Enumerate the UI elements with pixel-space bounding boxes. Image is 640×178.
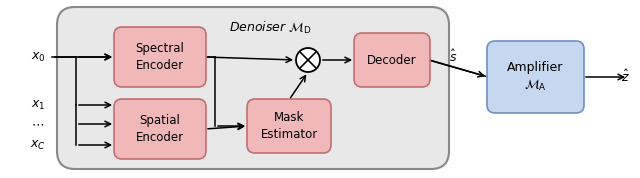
Text: Spectral
Encoder: Spectral Encoder [136,42,184,72]
Circle shape [296,48,320,72]
Text: $x_1$: $x_1$ [31,98,45,112]
Text: $x_C$: $x_C$ [30,138,46,151]
Text: $\hat{z}$: $\hat{z}$ [621,69,629,85]
FancyBboxPatch shape [114,99,206,159]
FancyBboxPatch shape [354,33,430,87]
Text: $x_0$: $x_0$ [31,50,45,64]
FancyBboxPatch shape [247,99,331,153]
Text: Mask
Estimator: Mask Estimator [260,111,317,141]
Text: $\cdots$: $\cdots$ [31,117,45,130]
FancyBboxPatch shape [114,27,206,87]
FancyBboxPatch shape [487,41,584,113]
Text: Decoder: Decoder [367,54,417,67]
Text: Amplifier
$\mathcal{M}_{\mathrm{A}}$: Amplifier $\mathcal{M}_{\mathrm{A}}$ [508,61,564,93]
Text: $\hat{s}$: $\hat{s}$ [449,49,457,65]
Text: Denoiser $\mathcal{M}_{\mathrm{D}}$: Denoiser $\mathcal{M}_{\mathrm{D}}$ [228,20,311,36]
Text: Spatial
Encoder: Spatial Encoder [136,114,184,144]
FancyBboxPatch shape [57,7,449,169]
